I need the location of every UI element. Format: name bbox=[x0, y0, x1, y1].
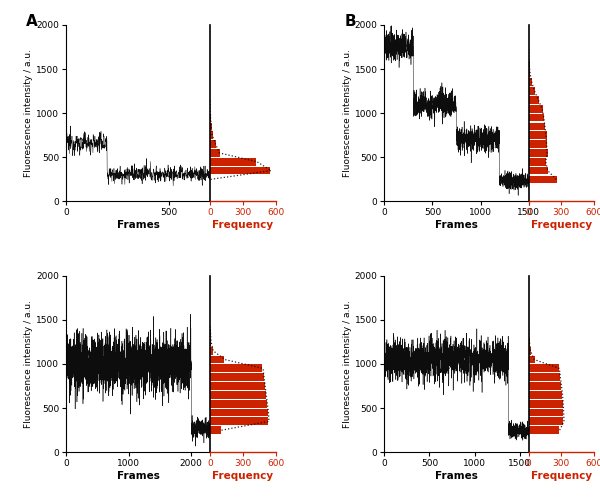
Bar bbox=[210, 426, 221, 434]
Bar bbox=[210, 158, 256, 166]
Bar bbox=[210, 166, 270, 174]
X-axis label: Frames: Frames bbox=[116, 471, 160, 481]
Y-axis label: Fluorescence intensity / a.u.: Fluorescence intensity / a.u. bbox=[24, 300, 33, 428]
Bar bbox=[210, 123, 212, 130]
Bar bbox=[529, 391, 562, 399]
Bar bbox=[529, 149, 548, 157]
Bar bbox=[529, 70, 530, 78]
X-axis label: Frequency: Frequency bbox=[212, 471, 274, 481]
Text: A: A bbox=[26, 14, 37, 29]
Bar bbox=[529, 114, 544, 121]
Bar bbox=[529, 166, 548, 174]
Bar bbox=[529, 123, 545, 130]
Text: B: B bbox=[344, 14, 356, 29]
Y-axis label: Fluorescence intensity / a.u.: Fluorescence intensity / a.u. bbox=[343, 49, 352, 177]
X-axis label: Frames: Frames bbox=[435, 471, 478, 481]
Bar bbox=[529, 140, 547, 148]
Bar bbox=[210, 409, 268, 416]
Bar bbox=[210, 364, 262, 372]
Bar bbox=[210, 391, 266, 399]
Bar bbox=[529, 131, 547, 139]
Bar bbox=[210, 417, 268, 425]
Bar bbox=[210, 131, 213, 139]
Bar bbox=[529, 426, 559, 434]
Bar bbox=[529, 175, 557, 183]
Bar bbox=[210, 373, 263, 381]
Bar bbox=[210, 356, 224, 363]
Bar bbox=[210, 338, 211, 346]
Bar bbox=[529, 87, 535, 95]
Bar bbox=[529, 364, 559, 372]
Bar bbox=[210, 347, 214, 354]
Bar bbox=[210, 114, 211, 121]
Bar bbox=[529, 417, 563, 425]
Bar bbox=[529, 373, 560, 381]
Bar bbox=[529, 400, 563, 408]
Bar bbox=[529, 382, 561, 390]
Bar bbox=[529, 158, 546, 166]
X-axis label: Frequency: Frequency bbox=[530, 220, 592, 230]
Y-axis label: Fluorescence intensity / a.u.: Fluorescence intensity / a.u. bbox=[343, 300, 352, 428]
Bar bbox=[529, 79, 532, 86]
X-axis label: Frames: Frames bbox=[435, 220, 478, 230]
X-axis label: Frequency: Frequency bbox=[530, 471, 592, 481]
Bar bbox=[529, 105, 543, 113]
Bar bbox=[529, 356, 535, 363]
Bar bbox=[529, 347, 531, 354]
Bar bbox=[210, 149, 220, 157]
X-axis label: Frames: Frames bbox=[116, 220, 160, 230]
Bar bbox=[210, 382, 265, 390]
Bar bbox=[529, 338, 530, 346]
X-axis label: Frequency: Frequency bbox=[212, 220, 274, 230]
Bar bbox=[210, 140, 216, 148]
Bar bbox=[529, 61, 530, 69]
Y-axis label: Fluorescence intensity / a.u.: Fluorescence intensity / a.u. bbox=[24, 49, 33, 177]
Bar bbox=[529, 409, 563, 416]
Bar bbox=[529, 96, 539, 104]
Bar bbox=[210, 400, 267, 408]
